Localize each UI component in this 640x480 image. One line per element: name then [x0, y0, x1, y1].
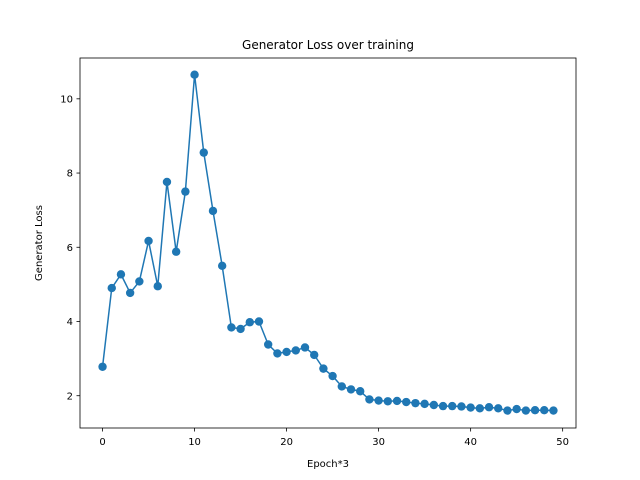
data-point — [466, 403, 475, 412]
data-point — [484, 403, 494, 412]
y-tick-label: 6 — [67, 243, 73, 254]
data-point — [521, 406, 531, 415]
data-point — [245, 318, 254, 327]
data-point — [448, 401, 457, 411]
x-tick-label: 0 — [99, 437, 105, 448]
x-tick-label: 20 — [280, 437, 293, 448]
data-point — [162, 177, 172, 187]
y-tick-label: 10 — [60, 94, 73, 105]
data-point — [300, 343, 310, 352]
data-point — [199, 148, 208, 157]
data-point — [549, 406, 558, 415]
y-tick-label: 8 — [67, 169, 73, 180]
data-point — [512, 404, 521, 414]
data-point — [475, 404, 485, 413]
data-point — [494, 404, 503, 413]
x-tick-label: 10 — [188, 437, 201, 448]
y-tick-label: 2 — [67, 391, 73, 402]
data-point — [328, 371, 337, 381]
plot-area — [98, 70, 558, 415]
data-point — [310, 350, 319, 360]
data-point — [374, 396, 383, 405]
data-point — [291, 346, 300, 355]
data-point — [383, 397, 393, 406]
x-axis-label: Epoch*3 — [307, 459, 349, 470]
data-point — [319, 364, 328, 373]
data-point — [411, 398, 420, 408]
data-point — [116, 270, 126, 279]
data-point — [208, 206, 218, 216]
data-point — [282, 347, 291, 357]
y-tick-label: 4 — [67, 317, 73, 328]
data-point — [227, 323, 236, 332]
data-point — [273, 349, 282, 358]
data-point — [181, 187, 190, 196]
data-point — [402, 397, 411, 407]
data-point — [144, 236, 153, 246]
data-point — [125, 288, 135, 298]
data-point — [540, 405, 549, 415]
data-point — [135, 277, 144, 286]
data-point — [98, 362, 107, 371]
data-point — [236, 324, 245, 334]
data-point — [530, 405, 540, 415]
data-point — [457, 402, 466, 411]
data-point — [346, 385, 356, 394]
data-point — [365, 395, 374, 404]
data-point — [438, 401, 448, 411]
data-point — [429, 400, 439, 410]
data-point — [337, 382, 346, 391]
data-point — [503, 406, 512, 415]
data-point — [107, 283, 116, 293]
chart-title: Generator Loss over training — [242, 38, 414, 52]
data-point — [171, 247, 181, 256]
data-point — [153, 282, 162, 291]
data-point — [190, 70, 199, 79]
data-point — [392, 396, 402, 406]
x-tick-label: 30 — [372, 437, 385, 448]
x-tick-label: 50 — [556, 437, 569, 448]
data-point — [254, 317, 264, 326]
axis-ticks: 0 10 20 30 40 50 2 4 6 8 10 — [60, 94, 569, 448]
y-axis-label: Generator Loss — [34, 205, 45, 281]
data-point — [356, 387, 365, 396]
data-point — [420, 399, 429, 409]
data-point — [217, 261, 227, 271]
x-tick-label: 40 — [464, 437, 477, 448]
axes-frame — [79, 57, 577, 429]
data-point — [263, 340, 273, 349]
